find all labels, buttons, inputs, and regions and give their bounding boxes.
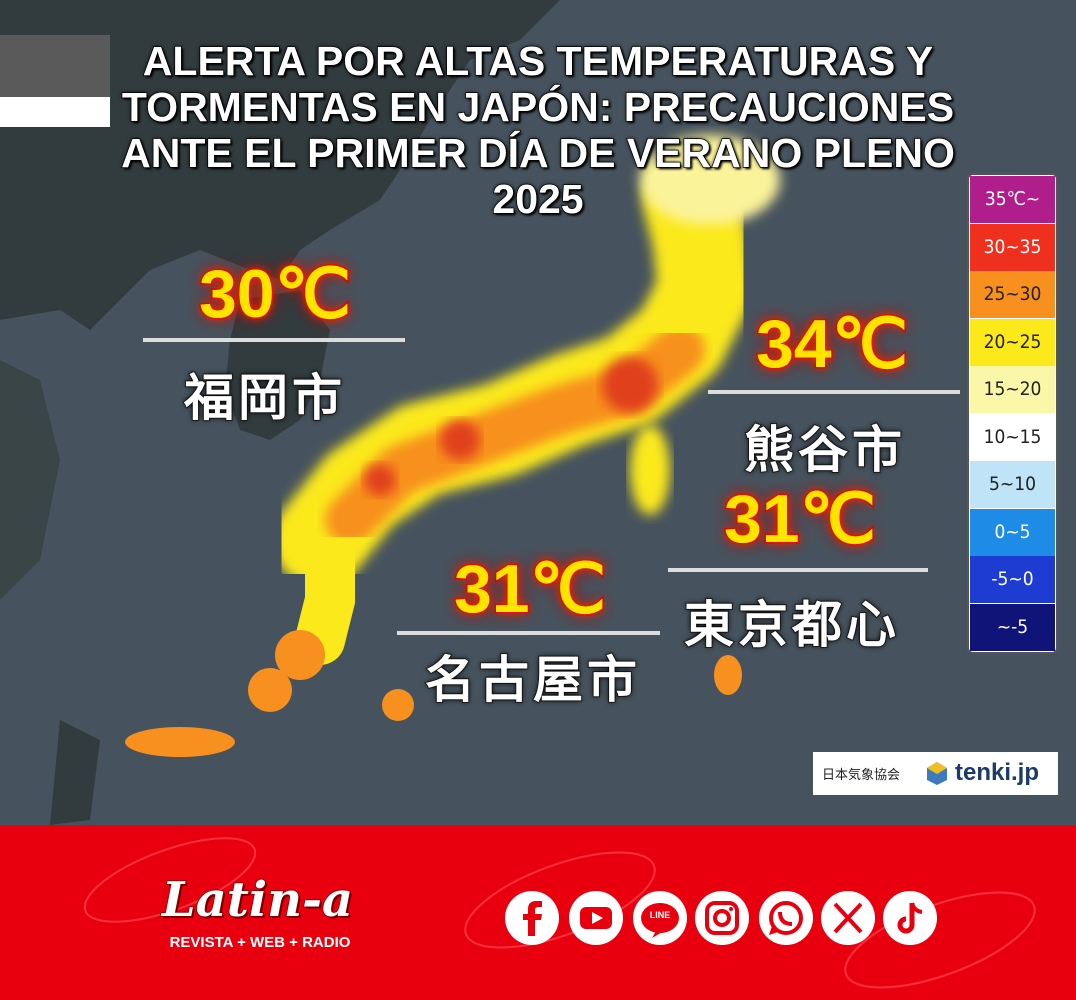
city-temp: 31℃ — [452, 550, 607, 629]
legend-item: ~-5 — [970, 603, 1055, 651]
whatsapp-icon[interactable] — [759, 891, 813, 945]
coast — [0, 360, 60, 600]
legend-item: 10~15 — [970, 413, 1055, 461]
legend-item: 20~25 — [970, 318, 1055, 366]
city-name: 福岡市 — [183, 368, 346, 428]
korea — [225, 290, 330, 440]
legend-item: 35℃~ — [970, 176, 1055, 223]
instagram-icon[interactable] — [695, 891, 749, 945]
facebook-icon[interactable] — [505, 891, 559, 945]
city-name: 東京都心 — [683, 595, 900, 655]
label-box — [0, 97, 110, 127]
japan-heat — [125, 135, 780, 757]
line-icon[interactable] — [633, 891, 687, 945]
headline: ALERTA POR ALTAS TEMPERATURAS Y TORMENTA… — [120, 37, 955, 223]
mainland — [0, 0, 560, 330]
tiktok-icon[interactable] — [883, 891, 937, 945]
youtube-icon[interactable] — [569, 891, 623, 945]
legend: 35℃~ 30~35 25~30 20~25 15~20 10~15 5~10 0~5 -5~0… — [970, 176, 1055, 651]
line-icon-text: LINE — [649, 910, 671, 920]
city-temp: 30℃ — [197, 255, 352, 334]
social-icons — [505, 891, 937, 945]
legend-item: 5~10 — [970, 461, 1055, 508]
tenki-logo — [927, 762, 947, 785]
legend-item: 30~35 — [970, 223, 1055, 271]
legend-item: 15~20 — [970, 366, 1055, 413]
brand-logo: Latin-a — [161, 871, 354, 929]
x-icon[interactable] — [821, 891, 875, 945]
city-name: 熊谷市 — [743, 420, 906, 480]
legend-item: 0~5 — [970, 508, 1055, 556]
city-name: 名古屋市 — [424, 650, 641, 710]
label-box — [0, 35, 110, 97]
city-temp: 34℃ — [754, 305, 909, 384]
credit-org: 日本気象協会 — [822, 768, 901, 783]
legend-item: 25~30 — [970, 271, 1055, 318]
credit-brand: tenki.jp — [955, 759, 1040, 786]
taiwan — [50, 720, 100, 825]
city-temp: 31℃ — [722, 480, 877, 559]
brand-tagline: REVISTA + WEB + RADIO — [169, 934, 351, 951]
legend-item: -5~0 — [970, 556, 1055, 603]
